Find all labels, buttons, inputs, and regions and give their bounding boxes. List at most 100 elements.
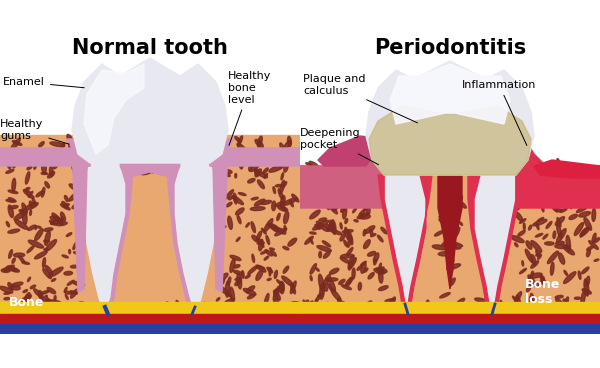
Ellipse shape	[52, 213, 63, 225]
Ellipse shape	[29, 201, 33, 208]
Ellipse shape	[69, 191, 79, 201]
Ellipse shape	[324, 193, 331, 198]
Ellipse shape	[331, 189, 343, 196]
Ellipse shape	[460, 306, 462, 312]
Polygon shape	[210, 139, 234, 292]
Ellipse shape	[276, 305, 285, 309]
Ellipse shape	[362, 301, 371, 311]
Ellipse shape	[584, 167, 590, 170]
Ellipse shape	[327, 284, 332, 290]
Ellipse shape	[288, 238, 296, 246]
Ellipse shape	[280, 282, 284, 294]
Ellipse shape	[373, 253, 379, 262]
Ellipse shape	[536, 250, 539, 257]
Ellipse shape	[74, 252, 80, 255]
Ellipse shape	[27, 246, 34, 253]
Ellipse shape	[580, 227, 590, 236]
Ellipse shape	[80, 239, 86, 244]
Text: Periodontitis: Periodontitis	[374, 39, 526, 59]
Ellipse shape	[526, 195, 530, 201]
Ellipse shape	[261, 251, 267, 254]
Ellipse shape	[345, 227, 349, 240]
Ellipse shape	[284, 212, 289, 224]
Ellipse shape	[351, 163, 356, 166]
Ellipse shape	[265, 293, 269, 306]
Ellipse shape	[310, 263, 316, 274]
Text: Deepening
pocket: Deepening pocket	[300, 128, 379, 165]
Ellipse shape	[581, 267, 589, 274]
Ellipse shape	[262, 228, 266, 234]
Ellipse shape	[7, 266, 17, 271]
Ellipse shape	[277, 213, 280, 220]
Ellipse shape	[41, 187, 45, 197]
Polygon shape	[318, 136, 384, 166]
Ellipse shape	[34, 289, 42, 297]
FancyBboxPatch shape	[0, 324, 300, 334]
Ellipse shape	[226, 281, 230, 297]
Ellipse shape	[233, 270, 244, 275]
Ellipse shape	[25, 172, 30, 184]
Ellipse shape	[283, 266, 289, 273]
Ellipse shape	[556, 241, 564, 245]
Ellipse shape	[363, 230, 366, 236]
Text: Healthy
bone
level: Healthy bone level	[228, 71, 271, 145]
Ellipse shape	[256, 231, 262, 241]
Ellipse shape	[67, 280, 74, 285]
Ellipse shape	[23, 293, 30, 305]
Ellipse shape	[166, 309, 169, 315]
Ellipse shape	[565, 297, 569, 306]
Ellipse shape	[587, 247, 593, 251]
Ellipse shape	[353, 168, 356, 173]
Ellipse shape	[540, 275, 544, 283]
Ellipse shape	[283, 198, 297, 205]
Ellipse shape	[348, 255, 354, 270]
Ellipse shape	[229, 305, 236, 309]
Ellipse shape	[531, 255, 536, 265]
Ellipse shape	[331, 220, 336, 234]
Ellipse shape	[274, 287, 283, 292]
Ellipse shape	[449, 252, 454, 262]
Ellipse shape	[35, 251, 47, 259]
Ellipse shape	[13, 253, 25, 257]
Ellipse shape	[323, 274, 331, 286]
Ellipse shape	[571, 182, 583, 188]
Ellipse shape	[317, 293, 323, 297]
Ellipse shape	[79, 309, 83, 311]
Ellipse shape	[263, 168, 268, 174]
Ellipse shape	[280, 143, 285, 152]
Ellipse shape	[230, 255, 241, 261]
Ellipse shape	[50, 142, 65, 147]
Ellipse shape	[450, 278, 455, 286]
Ellipse shape	[545, 190, 561, 194]
Ellipse shape	[73, 242, 77, 250]
Ellipse shape	[42, 158, 58, 162]
Ellipse shape	[8, 229, 20, 233]
Ellipse shape	[545, 242, 554, 245]
Ellipse shape	[348, 277, 352, 285]
Ellipse shape	[25, 189, 31, 193]
Ellipse shape	[434, 231, 443, 236]
Ellipse shape	[517, 200, 521, 210]
Ellipse shape	[536, 253, 541, 256]
Ellipse shape	[229, 197, 233, 200]
Ellipse shape	[438, 252, 454, 256]
Ellipse shape	[331, 289, 341, 302]
Ellipse shape	[511, 236, 524, 243]
Ellipse shape	[49, 220, 56, 225]
Ellipse shape	[306, 163, 312, 166]
Ellipse shape	[49, 267, 63, 277]
Ellipse shape	[326, 164, 331, 170]
Ellipse shape	[275, 184, 281, 187]
Ellipse shape	[355, 201, 361, 204]
Ellipse shape	[8, 250, 13, 258]
Ellipse shape	[445, 191, 449, 204]
Ellipse shape	[323, 251, 330, 258]
Ellipse shape	[65, 291, 72, 294]
Polygon shape	[378, 175, 405, 304]
Ellipse shape	[324, 199, 329, 210]
Ellipse shape	[272, 149, 283, 155]
Polygon shape	[174, 163, 216, 307]
Ellipse shape	[377, 235, 383, 242]
Ellipse shape	[281, 173, 284, 180]
Ellipse shape	[283, 140, 291, 151]
